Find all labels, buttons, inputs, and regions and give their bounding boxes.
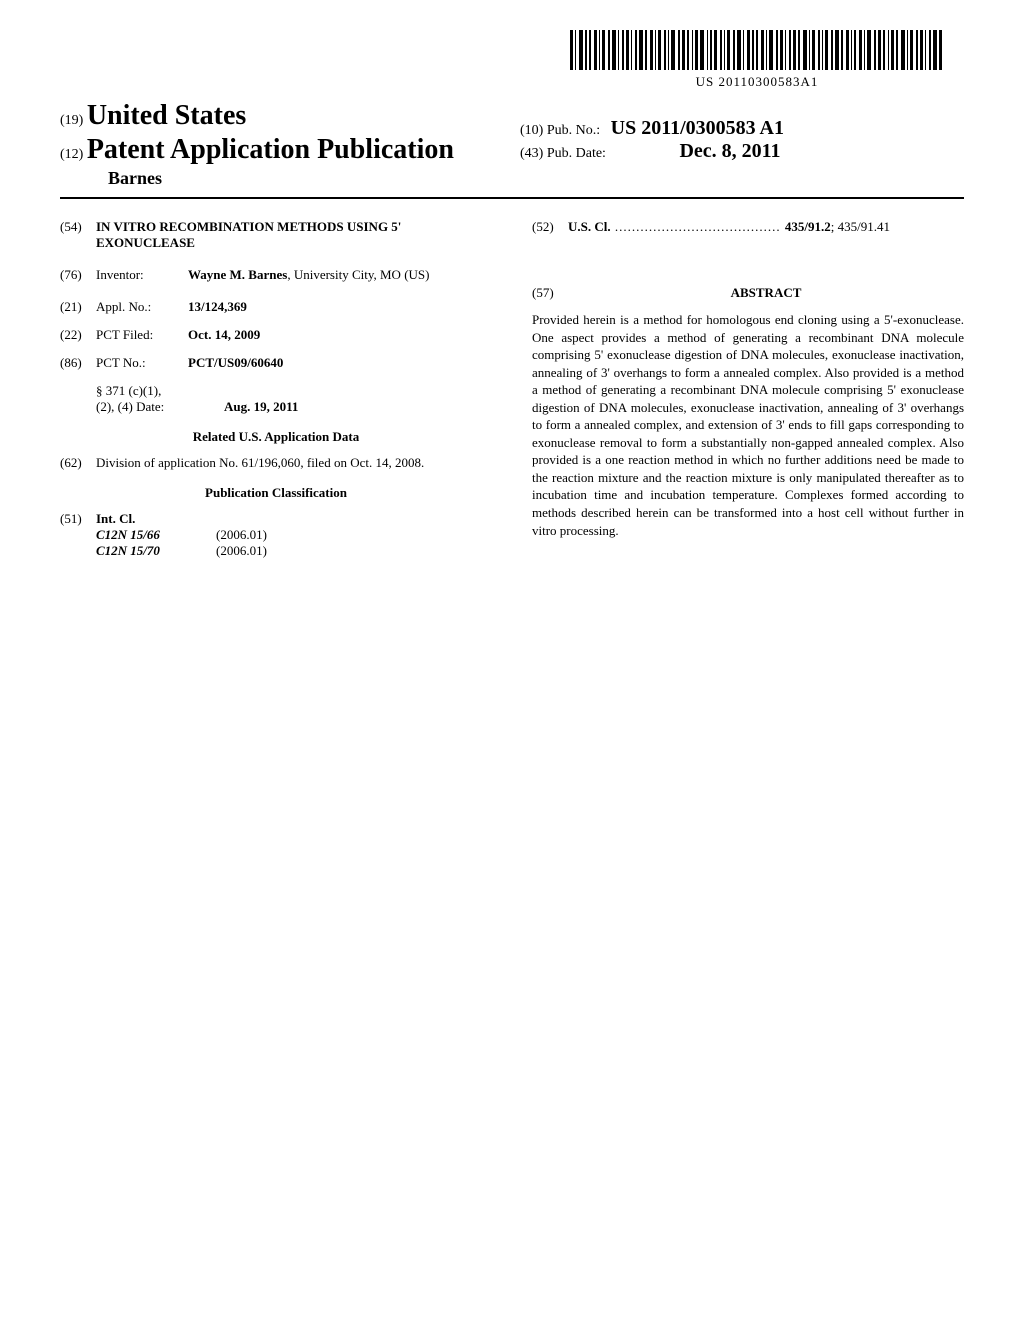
field-num-52: (52) <box>532 219 568 235</box>
header-divider <box>60 197 964 199</box>
publication-date: Dec. 8, 2011 <box>679 140 780 162</box>
field-num-62: (62) <box>60 455 96 471</box>
inventor-name: Wayne M. Barnes <box>188 267 287 282</box>
inventor-value: Wayne M. Barnes, University City, MO (US… <box>188 267 492 283</box>
int-cl-year-0: (2006.01) <box>216 527 267 543</box>
int-cl-year-1: (2006.01) <box>216 543 267 559</box>
country-name: United States <box>87 100 246 131</box>
pct-filed-field: (22) PCT Filed: Oct. 14, 2009 <box>60 327 492 343</box>
header-left: (19) United States (12) Patent Applicati… <box>60 100 964 189</box>
publication-type: Patent Application Publication <box>87 134 454 165</box>
country-line: (19) United States <box>60 100 964 132</box>
section-371-field: § 371 (c)(1), (2), (4) Date: Aug. 19, 20… <box>96 383 492 415</box>
appl-no-value: 13/124,369 <box>188 299 492 315</box>
us-cl-value2: ; 435/91.41 <box>831 219 890 234</box>
us-cl-dots: ....................................... <box>611 219 785 234</box>
int-cl-row-0: C12N 15/66 (2006.01) <box>96 527 492 543</box>
int-cl-code-1: C12N 15/70 <box>96 543 216 559</box>
us-cl-label: U.S. Cl. <box>568 219 611 234</box>
barcode-text: US 20110300583A1 <box>570 74 944 90</box>
inventor-label: Inventor: <box>96 267 188 283</box>
field-num-21: (21) <box>60 299 96 315</box>
related-app-heading: Related U.S. Application Data <box>60 429 492 445</box>
appl-no-label: Appl. No.: <box>96 299 188 315</box>
us-cl-value: U.S. Cl. ...............................… <box>568 219 964 235</box>
field-num-76: (76) <box>60 267 96 283</box>
section-371-label2: (2), (4) Date: <box>96 399 224 415</box>
inventor-field: (76) Inventor: Wayne M. Barnes, Universi… <box>60 267 492 283</box>
barcode-section: US 20110300583A1 <box>570 30 944 90</box>
num-10: (10) <box>520 123 543 138</box>
division-text: Division of application No. 61/196,060, … <box>96 455 492 471</box>
num-43: (43) <box>520 146 543 161</box>
right-column: (52) U.S. Cl. ..........................… <box>532 219 964 561</box>
pub-no-label: Pub. No.: <box>547 123 600 138</box>
invention-title: IN VITRO RECOMBINATION METHODS USING 5' … <box>96 219 492 251</box>
int-cl-row-1: C12N 15/70 (2006.01) <box>96 543 492 559</box>
division-field: (62) Division of application No. 61/196,… <box>60 455 492 471</box>
pub-no-line: (10) Pub. No.: US 2011/0300583 A1 <box>520 117 784 140</box>
field-num-22: (22) <box>60 327 96 343</box>
num-19: (19) <box>60 113 83 128</box>
int-cl-container: Int. Cl. C12N 15/66 (2006.01) C12N 15/70… <box>96 511 492 559</box>
abstract-section: (57) ABSTRACT Provided herein is a metho… <box>532 285 964 539</box>
header-right: (10) Pub. No.: US 2011/0300583 A1 (43) P… <box>520 117 784 163</box>
inventor-location: , University City, MO (US) <box>287 267 429 282</box>
publication-number: US 2011/0300583 A1 <box>611 117 784 139</box>
pct-no-value: PCT/US09/60640 <box>188 355 492 371</box>
field-num-57: (57) <box>532 285 568 311</box>
pct-no-field: (86) PCT No.: PCT/US09/60640 <box>60 355 492 371</box>
abstract-text: Provided herein is a method for homologo… <box>532 311 964 539</box>
section-371-value: Aug. 19, 2011 <box>224 399 298 415</box>
field-num-51: (51) <box>60 511 96 559</box>
field-num-54: (54) <box>60 219 96 251</box>
abstract-header-row: (57) ABSTRACT <box>532 285 964 311</box>
barcode-graphic <box>570 30 944 70</box>
section-371-row: (2), (4) Date: Aug. 19, 2011 <box>96 399 492 415</box>
content-columns: (54) IN VITRO RECOMBINATION METHODS USIN… <box>60 219 964 561</box>
appl-no-field: (21) Appl. No.: 13/124,369 <box>60 299 492 315</box>
pub-class-heading: Publication Classification <box>60 485 492 501</box>
abstract-heading: ABSTRACT <box>568 285 964 301</box>
pub-type-line: (12) Patent Application Publication <box>60 134 964 166</box>
num-12: (12) <box>60 147 83 162</box>
int-cl-code-0: C12N 15/66 <box>96 527 216 543</box>
pct-no-label: PCT No.: <box>96 355 188 371</box>
pub-date-line: (43) Pub. Date: Dec. 8, 2011 <box>520 140 784 163</box>
pct-filed-value: Oct. 14, 2009 <box>188 327 492 343</box>
section-371-label1: § 371 (c)(1), <box>96 383 492 399</box>
us-cl-field: (52) U.S. Cl. ..........................… <box>532 219 964 235</box>
us-cl-value1: 435/91.2 <box>785 219 831 234</box>
pub-date-label: Pub. Date: <box>547 146 606 161</box>
int-cl-field: (51) Int. Cl. C12N 15/66 (2006.01) C12N … <box>60 511 492 559</box>
left-column: (54) IN VITRO RECOMBINATION METHODS USIN… <box>60 219 492 561</box>
field-num-86: (86) <box>60 355 96 371</box>
title-field: (54) IN VITRO RECOMBINATION METHODS USIN… <box>60 219 492 251</box>
int-cl-label: Int. Cl. <box>96 511 492 527</box>
inventor-surname-header: Barnes <box>108 168 964 189</box>
pct-filed-label: PCT Filed: <box>96 327 188 343</box>
